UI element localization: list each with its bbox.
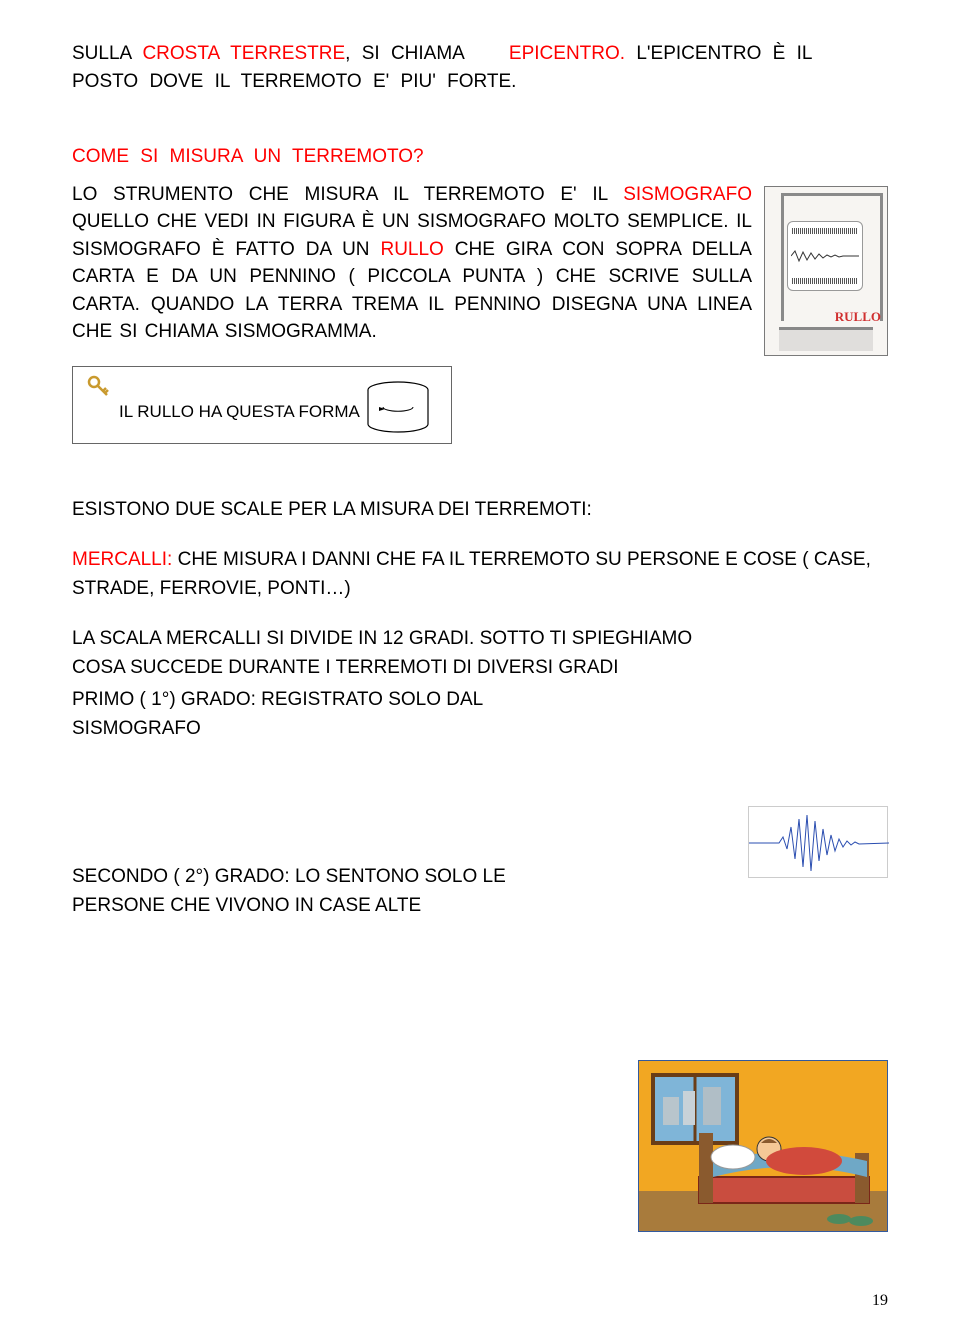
text-red-rullo: RULLO: [380, 239, 443, 260]
paragraph-12-gradi: LA SCALA MERCALLI SI DIVIDE IN 12 GRADI.…: [72, 625, 712, 682]
text: SULLA: [72, 43, 142, 64]
sismograph-illustration: RULLO: [764, 186, 888, 356]
bedroom-illustration: [638, 1060, 888, 1232]
rullo-box-text: IL RULLO HA QUESTA FORMA: [119, 402, 360, 422]
heading-come-si-misura: COME SI MISURA UN TERREMOTO?: [72, 143, 888, 171]
sismograph-base: [779, 327, 873, 351]
seismogram-wave-icon: [749, 807, 889, 879]
key-icon: [85, 373, 113, 401]
text: CHE MISURA I DANNI CHE FA IL TERREMOTO S…: [72, 549, 871, 599]
heading-due-scale: ESISTONO DUE SCALE PER LA MISURA DEI TER…: [72, 496, 888, 525]
text-red-epicentro: EPICENTRO.: [509, 43, 625, 64]
paragraph-mercalli: MERCALLI: CHE MISURA I DANNI CHE FA IL T…: [72, 546, 888, 603]
text-red-sismografo: SISMOGRAFO: [623, 184, 752, 205]
page-number: 19: [872, 1292, 888, 1310]
paragraph-sismografo: LO STRUMENTO CHE MISURA IL TERREMOTO E' …: [72, 181, 752, 346]
rullo-label: RULLO: [835, 309, 881, 325]
paragraph-primo-grado: PRIMO ( 1°) GRADO: REGISTRATO SOLO DAL S…: [72, 686, 542, 743]
text-red-crosta: CROSTA TERRESTRE: [142, 43, 345, 64]
paragraph-epicentro: SULLA CROSTA TERRESTRE, SI CHIAMA EPICEN…: [72, 40, 888, 95]
rullo-info-box: IL RULLO HA QUESTA FORMA: [72, 366, 452, 444]
text: , SI CHIAMA: [345, 43, 475, 64]
text-red-mercalli: MERCALLI:: [72, 549, 172, 570]
text: LO STRUMENTO CHE MISURA IL TERREMOTO E' …: [72, 184, 623, 205]
paragraph-secondo-grado: SECONDO ( 2°) GRADO: LO SENTONO SOLO LE …: [72, 863, 542, 920]
bedroom-svg: [639, 1061, 888, 1232]
sismograph-wave-icon: [791, 249, 859, 263]
seismogram-image: [748, 806, 888, 878]
cylinder-icon: [361, 381, 435, 433]
